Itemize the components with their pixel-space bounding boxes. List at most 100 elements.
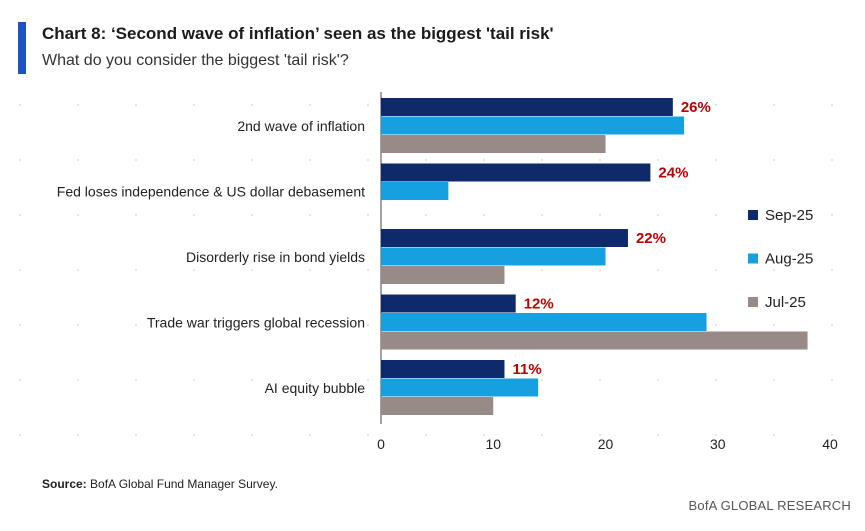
background-dot	[715, 159, 717, 161]
bar-jul-25	[381, 135, 606, 153]
background-dot	[773, 269, 775, 271]
background-dot	[251, 324, 253, 326]
background-dot	[77, 379, 79, 381]
background-dot	[541, 159, 543, 161]
data-label: 26%	[681, 99, 711, 116]
background-dot	[367, 269, 369, 271]
chart-subtitle: What do you consider the biggest 'tail r…	[42, 52, 349, 69]
background-dot	[309, 104, 311, 106]
background-dot	[135, 269, 137, 271]
legend-swatch-aug-25	[748, 253, 758, 264]
background-dot	[193, 434, 195, 436]
category-label: AI equity bubble	[265, 380, 366, 396]
background-dot	[657, 159, 659, 161]
background-dot	[541, 214, 543, 216]
category-label: Disorderly rise in bond yields	[186, 249, 365, 265]
background-dot	[715, 104, 717, 106]
legend-label-aug-25: Aug-25	[765, 251, 813, 268]
background-dot	[367, 324, 369, 326]
background-dot	[251, 434, 253, 436]
background-dot	[425, 159, 427, 161]
bar-sep-25	[381, 163, 651, 182]
background-dot	[831, 324, 833, 326]
background-dot	[831, 104, 833, 106]
background-dot	[309, 269, 311, 271]
x-tick-label: 10	[485, 436, 501, 452]
background-dot	[773, 214, 775, 216]
brand-label: BofA GLOBAL RESEARCH	[688, 498, 851, 513]
background-dot	[19, 379, 21, 381]
legend-swatch-sep-25	[748, 210, 758, 220]
background-dot	[309, 434, 311, 436]
background-dot	[773, 379, 775, 381]
background-dot	[193, 324, 195, 326]
background-dot	[599, 269, 601, 271]
background-dot	[831, 434, 833, 436]
legend-label-jul-25: Jul-25	[765, 294, 806, 311]
background-dot	[251, 159, 253, 161]
background-dot	[483, 214, 485, 216]
background-dot	[193, 269, 195, 271]
data-label: 11%	[512, 361, 541, 378]
source-note: Source: BofA Global Fund Manager Survey.	[42, 477, 278, 491]
x-tick-label: 20	[598, 436, 614, 452]
background-dot	[657, 379, 659, 381]
source-text: BofA Global Fund Manager Survey.	[90, 477, 278, 491]
background-dot	[309, 159, 311, 161]
bar-jul-25	[381, 397, 494, 415]
bar-aug-25	[381, 378, 539, 397]
bar-jul-25	[381, 266, 505, 284]
background-dot	[773, 324, 775, 326]
chart-title: Chart 8: ‘Second wave of inflation’ seen…	[42, 24, 554, 43]
background-dot	[77, 214, 79, 216]
title-accent-bar	[18, 22, 26, 74]
bar-jul-25	[381, 331, 808, 350]
background-dot	[483, 159, 485, 161]
bar-sep-25	[381, 229, 628, 247]
background-dot	[367, 379, 369, 381]
background-dot	[19, 104, 21, 106]
background-dot	[135, 434, 137, 436]
background-dot	[599, 379, 601, 381]
category-label: 2nd wave of inflation	[237, 118, 365, 134]
background-dot	[367, 159, 369, 161]
background-dot	[831, 159, 833, 161]
background-dot	[251, 379, 253, 381]
background-dot	[77, 434, 79, 436]
bar-sep-25	[381, 294, 516, 313]
bar-aug-25	[381, 313, 707, 331]
bar-aug-25	[381, 182, 449, 200]
background-dot	[77, 269, 79, 271]
background-dot	[135, 324, 137, 326]
background-dot	[541, 269, 543, 271]
background-dot	[715, 434, 717, 436]
bar-chart: 2nd wave of inflation 26% Fed loses indepe…	[19, 92, 838, 452]
background-dot	[19, 434, 21, 436]
background-dot	[599, 159, 601, 161]
background-dot	[715, 269, 717, 271]
background-dot	[541, 434, 543, 436]
source-label: Source:	[42, 477, 87, 491]
background-dot	[599, 214, 601, 216]
background-dot	[251, 214, 253, 216]
background-dot	[773, 159, 775, 161]
category-label: Fed loses independence & US dollar debas…	[57, 183, 365, 199]
data-label: 22%	[636, 230, 666, 247]
background-dot	[657, 269, 659, 271]
x-tick-label: 40	[822, 436, 838, 452]
background-dot	[657, 434, 659, 436]
background-dot	[715, 379, 717, 381]
x-tick-label: 30	[710, 436, 726, 452]
background-dot	[193, 379, 195, 381]
background-dot	[135, 379, 137, 381]
background-dot	[77, 324, 79, 326]
background-dot	[309, 214, 311, 216]
background-dot	[599, 434, 601, 436]
background-dot	[715, 214, 717, 216]
data-label: 24%	[658, 165, 688, 182]
bar-aug-25	[381, 116, 685, 135]
background-dot	[831, 269, 833, 271]
background-dot	[77, 159, 79, 161]
background-dot	[541, 379, 543, 381]
background-dot	[715, 324, 717, 326]
